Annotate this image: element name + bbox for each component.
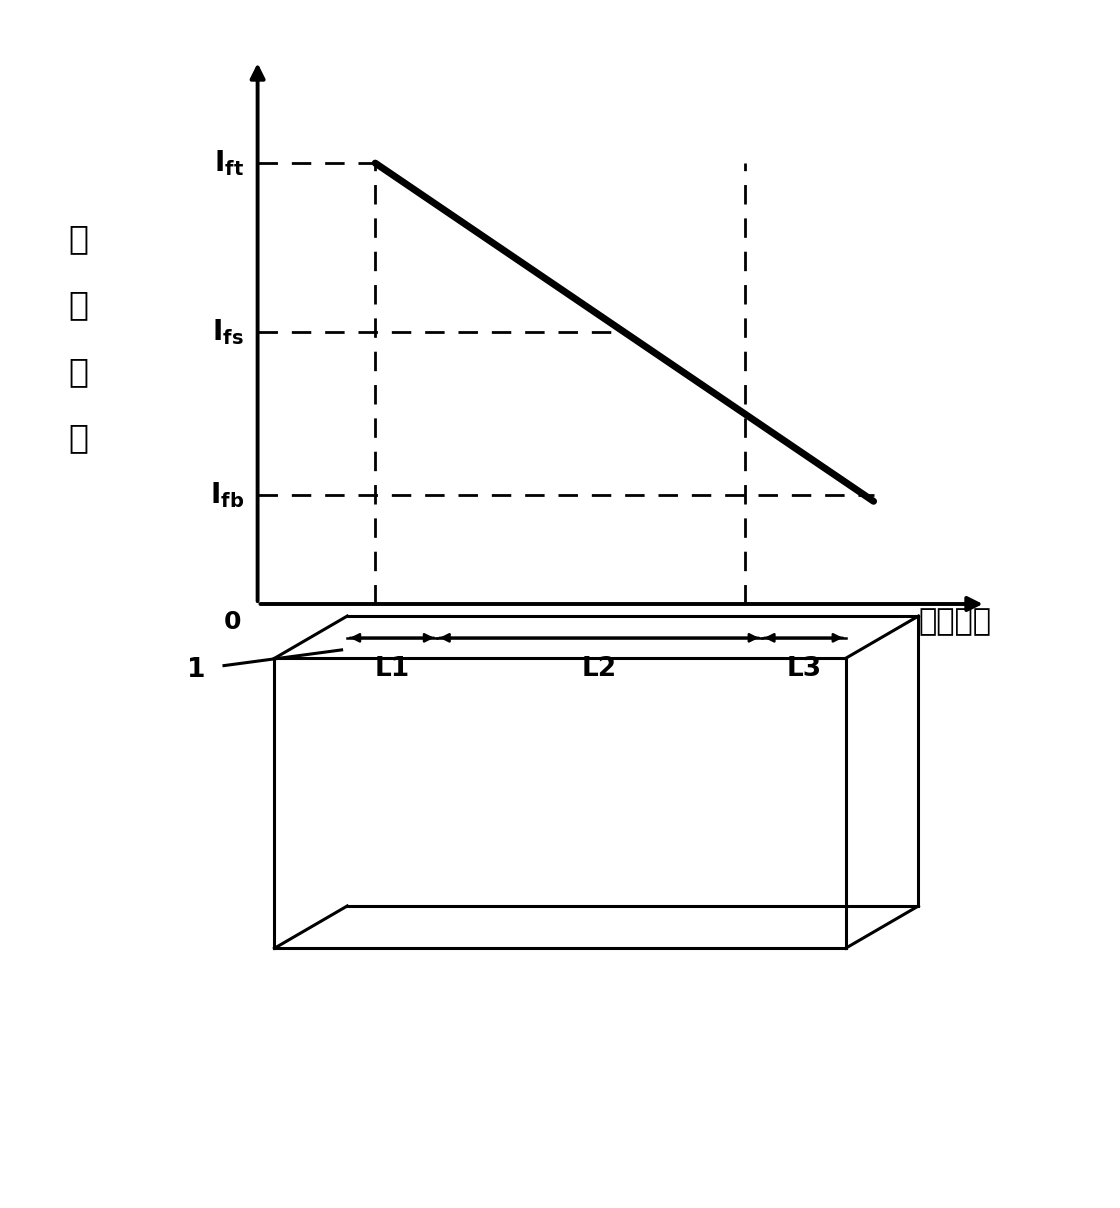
Text: L1: L1 [374, 656, 410, 683]
Text: $\mathbf{I_{fs}}$: $\mathbf{I_{fs}}$ [213, 318, 244, 347]
Text: 焦: 焦 [68, 289, 88, 321]
Text: $\mathbf{I_{ft}}$: $\mathbf{I_{ft}}$ [214, 149, 244, 178]
Text: 聚: 聚 [68, 222, 88, 255]
Text: 流: 流 [68, 422, 88, 454]
Text: $\mathbf{I_{fb}}$: $\mathbf{I_{fb}}$ [211, 481, 244, 510]
Text: 试板长度: 试板长度 [918, 608, 991, 637]
Text: L3: L3 [786, 656, 822, 683]
Text: 1: 1 [187, 657, 205, 684]
Text: 电: 电 [68, 355, 88, 388]
Text: L2: L2 [581, 656, 617, 683]
Text: 0: 0 [223, 610, 241, 634]
